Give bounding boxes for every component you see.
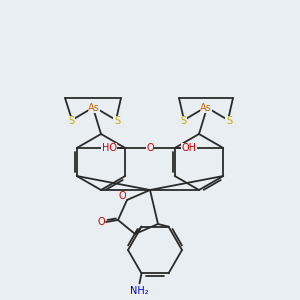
Text: O: O	[118, 191, 126, 201]
Text: S: S	[226, 116, 232, 126]
Text: O: O	[146, 143, 154, 153]
Text: As: As	[88, 103, 100, 113]
Text: OH: OH	[181, 143, 196, 153]
Text: S: S	[114, 116, 120, 126]
Text: S: S	[180, 116, 186, 126]
Text: HO: HO	[102, 143, 117, 153]
Text: S: S	[68, 116, 74, 126]
Text: NH₂: NH₂	[130, 286, 149, 296]
Text: O: O	[97, 217, 105, 227]
Text: As: As	[200, 103, 212, 113]
